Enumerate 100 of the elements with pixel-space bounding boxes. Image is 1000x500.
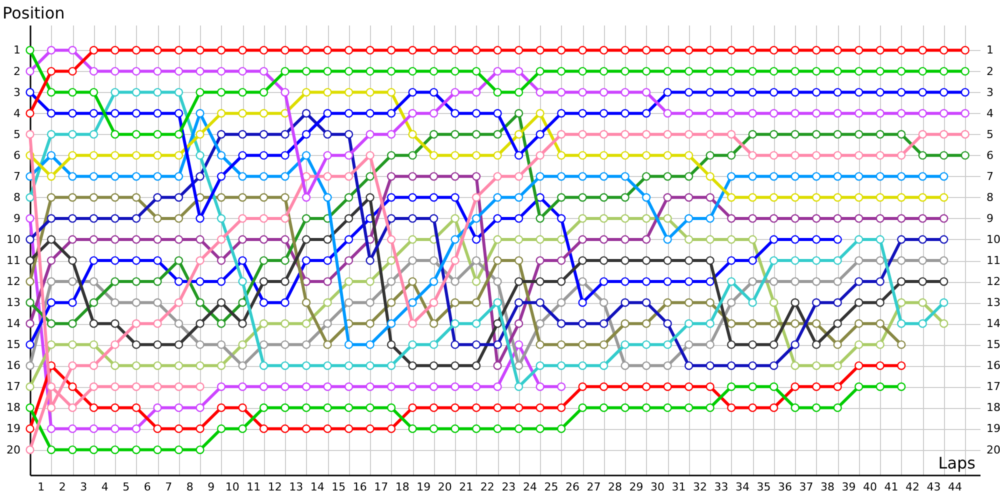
x-tick-label: 19 — [416, 480, 431, 494]
point — [770, 151, 778, 160]
point — [876, 66, 884, 76]
point — [727, 319, 736, 328]
point — [812, 46, 821, 55]
point — [918, 298, 927, 307]
point — [216, 235, 226, 244]
point — [833, 361, 842, 370]
point — [344, 403, 354, 412]
point — [663, 298, 672, 307]
point — [748, 256, 757, 265]
point — [854, 66, 864, 76]
point — [110, 382, 120, 391]
point — [514, 424, 524, 434]
point — [259, 298, 268, 307]
point — [663, 361, 672, 370]
point — [153, 88, 162, 97]
point — [748, 193, 757, 202]
point — [833, 340, 842, 349]
point — [238, 214, 247, 223]
point — [493, 256, 502, 265]
point — [684, 214, 694, 223]
point — [472, 214, 481, 223]
y2-tick-label: 5 — [986, 128, 994, 141]
point — [132, 382, 141, 391]
point — [323, 361, 332, 370]
point — [748, 340, 757, 349]
y-tick-label: 12 — [6, 275, 20, 288]
point — [897, 319, 906, 328]
point — [940, 151, 948, 160]
point — [557, 382, 566, 391]
point — [302, 382, 311, 391]
point — [110, 256, 120, 265]
point — [557, 172, 566, 181]
y2-tick-label: 12 — [986, 275, 1000, 288]
point — [366, 193, 374, 202]
point — [26, 193, 34, 202]
point — [876, 130, 884, 139]
point — [706, 277, 714, 286]
point — [450, 172, 460, 181]
point — [812, 172, 821, 181]
point — [259, 172, 268, 181]
y2-tick-label: 2 — [986, 64, 994, 78]
point — [770, 361, 778, 370]
x-tick-label: 25 — [544, 480, 558, 494]
point — [663, 151, 672, 160]
point — [216, 424, 226, 434]
y2-tick-label: 6 — [986, 148, 994, 162]
point — [536, 109, 544, 118]
point — [153, 151, 162, 160]
point — [472, 277, 481, 286]
point — [386, 46, 396, 55]
point — [153, 46, 162, 55]
point — [46, 256, 56, 265]
point — [366, 403, 374, 412]
point — [918, 109, 927, 118]
point — [854, 382, 864, 391]
point — [344, 382, 354, 391]
point — [684, 298, 694, 307]
point — [727, 382, 736, 391]
x-tick-label: 11 — [246, 480, 261, 494]
point — [89, 319, 98, 328]
point — [68, 277, 77, 286]
point — [600, 256, 608, 265]
x-tick-label: 38 — [820, 480, 834, 494]
x-tick-label: 2 — [58, 480, 66, 494]
point — [302, 66, 311, 76]
point — [918, 46, 927, 55]
point — [110, 151, 120, 160]
point — [450, 130, 460, 139]
point — [897, 109, 906, 118]
point — [196, 361, 204, 370]
point — [642, 88, 651, 97]
point — [450, 88, 460, 97]
point — [429, 361, 438, 370]
point — [620, 340, 630, 349]
y-tick-label: 10 — [6, 232, 20, 246]
point — [620, 214, 630, 223]
point — [408, 66, 417, 76]
point — [493, 298, 502, 307]
point — [386, 277, 396, 286]
point — [472, 424, 481, 434]
point — [620, 193, 630, 202]
point — [940, 277, 948, 286]
point — [450, 214, 460, 223]
point — [323, 403, 332, 412]
point — [450, 424, 460, 434]
point — [770, 46, 778, 55]
point — [600, 361, 608, 370]
point — [132, 193, 141, 202]
point — [174, 172, 184, 181]
point — [153, 66, 162, 76]
point — [812, 298, 821, 307]
point — [536, 319, 544, 328]
point — [940, 256, 948, 265]
point — [110, 319, 120, 328]
point — [174, 319, 184, 328]
point — [493, 66, 502, 76]
point — [748, 361, 757, 370]
point — [216, 403, 226, 412]
